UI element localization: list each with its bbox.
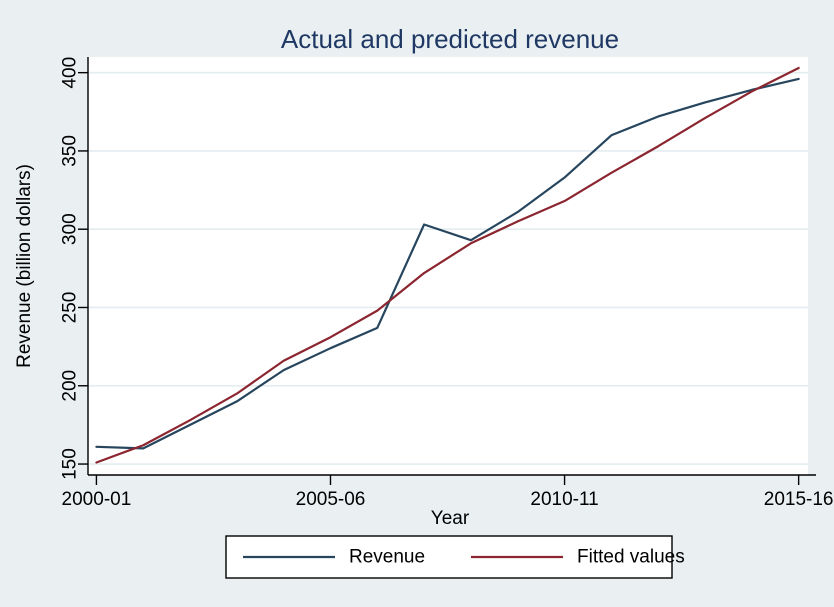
y-tick-label: 350 [60,135,81,167]
plot-area-background [88,57,808,475]
chart-legend: Revenue Fitted values [225,535,685,579]
y-gridlines [88,71,808,465]
y-tick-label: 300 [60,213,81,245]
legend-label-revenue: Revenue [349,547,425,568]
x-tick-labels: 2000-01 2005-06 2010-11 2015-16 [62,489,834,510]
series-line-revenue [95,77,800,450]
x-tick-label: 2005-06 [296,489,366,510]
x-tick-label: 2015-16 [764,489,834,510]
chart-title: Actual and predicted revenue [281,24,619,54]
x-tick-label: 2010-11 [530,489,598,510]
y-tick-label: 150 [60,448,81,480]
y-tick-label: 200 [60,370,81,402]
x-tick-marks [95,475,800,485]
legend-label-fitted-values: Fitted values [577,547,685,568]
x-axis-title: Year [431,508,470,529]
y-axis-title: Revenue (billion dollars) [14,164,35,368]
y-tick-labels: 150 200 250 300 350 400 [60,57,81,480]
x-tick-label: 2000-01 [62,489,132,510]
series-line-fitted-values [95,66,800,464]
y-tick-marks [78,71,88,465]
y-tick-label: 400 [60,57,81,89]
legend-entries: Revenue Fitted values [243,547,685,568]
data-series-group [95,66,800,464]
y-tick-label: 250 [60,292,81,324]
